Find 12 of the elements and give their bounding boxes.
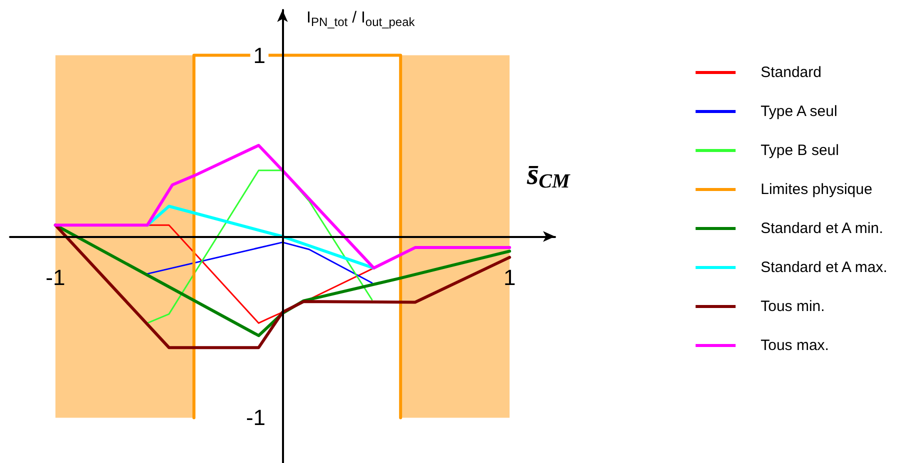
legend-label: Limites physique — [760, 181, 872, 198]
legend-label: Type A seul — [760, 103, 838, 120]
line-series — [146, 242, 373, 284]
line-series — [54, 144, 512, 270]
legend-label: Tous min. — [760, 298, 825, 315]
legend-label: Standard et A min. — [760, 220, 884, 237]
line-series — [146, 170, 373, 324]
legend-label: Standard et A max. — [760, 259, 888, 276]
legend-label: Standard — [760, 64, 822, 81]
line-series — [146, 204, 376, 270]
legend-label: Type B seul — [760, 142, 839, 159]
legend-label: Tous max. — [760, 337, 829, 354]
